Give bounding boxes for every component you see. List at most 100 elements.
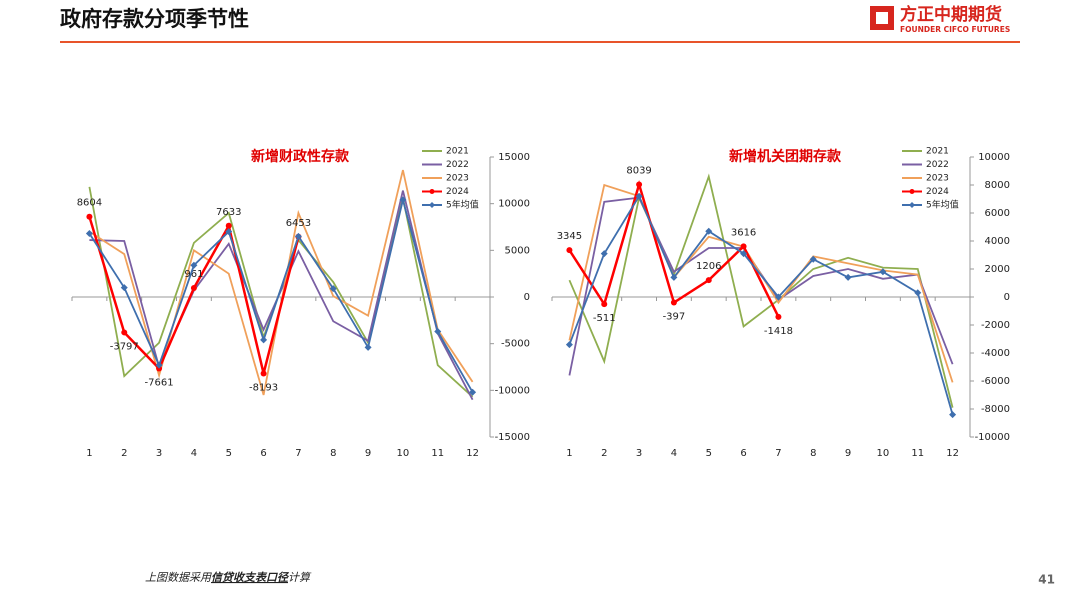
point: [670, 299, 677, 306]
x-tick-label: 6: [740, 448, 746, 459]
x-tick-label: 4: [671, 448, 677, 459]
x-tick-label: 7: [775, 448, 781, 459]
logo-en: FOUNDER CIFCO FUTURES: [900, 25, 1010, 34]
point: [329, 285, 337, 293]
point: [225, 228, 233, 236]
point: [914, 289, 922, 297]
y-tick-label: 15000: [498, 152, 530, 163]
point: [809, 255, 817, 263]
y-tick-label: -4000: [981, 348, 1010, 359]
y-tick-label: 6000: [985, 208, 1010, 219]
data-label: -1418: [764, 326, 793, 337]
series-line: [88, 169, 474, 396]
y-tick-label: -6000: [981, 376, 1010, 387]
footnote-pre: 上图数据采用: [145, 571, 212, 584]
series-line: [88, 199, 474, 393]
series-line: [568, 173, 954, 408]
legend-marker: [429, 202, 435, 208]
point: [260, 336, 268, 344]
data-label: 8604: [77, 198, 102, 209]
point: [225, 222, 232, 229]
x-tick-label: 8: [330, 448, 336, 459]
point: [565, 341, 573, 349]
point: [294, 232, 302, 240]
point: [774, 293, 782, 301]
x-tick-label: 12: [946, 448, 959, 459]
point: [775, 313, 782, 320]
point: [844, 273, 852, 281]
legend-label: 2022: [446, 160, 469, 170]
point: [364, 343, 372, 351]
point: [705, 277, 712, 284]
x-tick-label: 4: [191, 448, 197, 459]
legend-marker: [909, 189, 915, 194]
y-tick-label: -2000: [981, 320, 1010, 331]
data-label: -7661: [145, 378, 174, 389]
legend-label: 2023: [446, 174, 469, 184]
data-label: -3797: [110, 341, 139, 352]
x-tick-label: 6: [260, 448, 266, 459]
point: [601, 301, 608, 308]
y-tick-label: -15000: [495, 432, 530, 443]
chart-title: 新增机关团期存款: [729, 148, 842, 165]
point: [434, 328, 442, 336]
legend-label: 2022: [926, 160, 949, 170]
x-tick-label: 10: [877, 448, 890, 459]
x-tick-label: 11: [431, 448, 444, 459]
chart-title: 新增财政性存款: [251, 148, 350, 165]
y-tick-label: -5000: [501, 339, 530, 350]
y-tick-label: 8000: [985, 180, 1010, 191]
point: [86, 213, 93, 220]
x-tick-label: 5: [226, 448, 232, 459]
y-tick-label: 0: [1004, 292, 1010, 303]
y-tick-label: 0: [524, 292, 530, 303]
y-tick-label: -10000: [975, 432, 1010, 443]
point: [740, 250, 748, 258]
x-tick-label: 9: [845, 448, 851, 459]
x-tick-label: 5: [706, 448, 712, 459]
legend-marker: [909, 202, 915, 208]
legend-label: 2021: [926, 147, 949, 157]
footnote-em: 信贷收支表口径: [211, 571, 290, 584]
y-tick-label: 2000: [985, 264, 1010, 275]
y-tick-label: 10000: [978, 152, 1010, 163]
x-tick-label: 2: [601, 448, 607, 459]
point: [635, 192, 643, 200]
x-tick-label: 7: [295, 448, 301, 459]
point: [740, 243, 747, 250]
x-tick-label: 10: [397, 448, 410, 459]
logo-cn: 方正中期期货: [900, 4, 1002, 25]
x-tick-label: 3: [636, 448, 642, 459]
footnote-post: 计算: [288, 571, 312, 584]
legend-marker: [429, 189, 435, 194]
x-tick-label: 1: [86, 448, 92, 459]
point: [190, 285, 197, 292]
legend-label: 5年均值: [446, 199, 479, 211]
data-label: 3345: [557, 231, 582, 242]
point: [566, 247, 573, 254]
x-tick-label: 3: [156, 448, 162, 459]
legend-label: 2023: [926, 174, 949, 184]
data-label: 961: [184, 269, 203, 280]
legend-label: 5年均值: [926, 199, 959, 211]
legend-label: 2024: [926, 187, 949, 197]
point: [949, 411, 957, 419]
logo-icon-inner: [876, 12, 888, 24]
y-tick-label: -10000: [495, 385, 530, 396]
data-label: 1206: [696, 261, 721, 272]
point: [260, 370, 267, 377]
point: [469, 388, 477, 396]
data-label: 7633: [216, 207, 241, 218]
y-tick-label: -8000: [981, 404, 1010, 415]
data-label: -511: [593, 313, 616, 324]
point: [879, 268, 887, 276]
footnote: 上图数据采用信贷收支表口径计算: [145, 571, 312, 584]
slide-title: 政府存款分项季节性: [60, 7, 249, 31]
data-label: 6453: [286, 218, 311, 229]
y-tick-label: 5000: [505, 245, 530, 256]
x-tick-label: 1: [566, 448, 572, 459]
y-tick-label: 10000: [498, 199, 530, 210]
point: [120, 284, 128, 292]
point: [85, 230, 93, 238]
